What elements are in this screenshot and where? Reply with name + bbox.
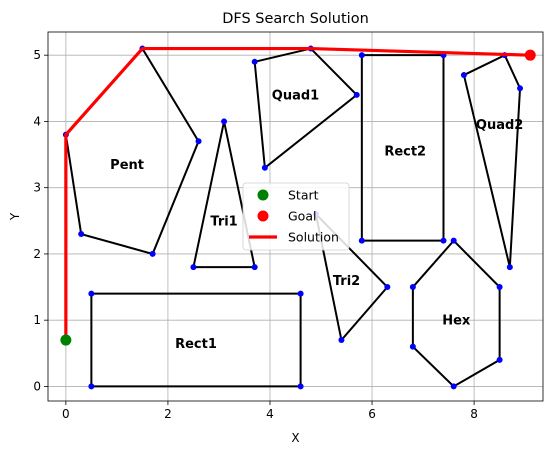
- y-tick-label: 0: [33, 379, 41, 393]
- y-axis-label: Y: [8, 212, 22, 221]
- obstacle-vertex: [338, 337, 345, 344]
- goal-marker: [524, 49, 536, 61]
- obstacle-vertex: [149, 250, 156, 257]
- obstacle-vertex: [353, 91, 360, 98]
- obstacle-vertex: [409, 284, 416, 291]
- ticks: 0 2 4 6 8 0 1 2 3 4 5: [33, 48, 478, 421]
- obstacle-vertex: [450, 237, 457, 244]
- obstacle-vertex: [450, 383, 457, 390]
- obstacle-label-tri2: Tri2: [333, 274, 360, 289]
- solution-path: [64, 46, 532, 342]
- solution-line: [64, 46, 532, 342]
- chart-title: DFS Search Solution: [222, 11, 369, 27]
- x-tick-label: 4: [266, 407, 274, 421]
- legend-solution-label: Solution: [288, 230, 339, 245]
- obstacle-vertex: [496, 284, 503, 291]
- x-axis-label: X: [291, 431, 299, 445]
- obstacle-quad2: [462, 53, 522, 268]
- obstacle-tri1: [192, 121, 256, 269]
- obstacle-label-rect2: Rect2: [384, 145, 426, 160]
- y-tick-label: 1: [33, 313, 41, 327]
- obstacle-vertex: [517, 85, 524, 92]
- obstacle-label-pent: Pent: [110, 158, 144, 173]
- legend-box: [242, 182, 350, 251]
- obstacle-label-quad1: Quad1: [272, 88, 319, 103]
- endpoints: [60, 49, 536, 346]
- obstacle-vertex: [88, 290, 95, 297]
- x-tick-label: 2: [164, 407, 172, 421]
- obstacle-vertex: [88, 383, 95, 390]
- obstacle-vertex: [190, 264, 197, 271]
- obstacle-labels: Pent Quad1 Tri1 Rect2 Quad2 Tri2 Hex Rect1: [110, 88, 523, 351]
- y-tick-label: 4: [33, 114, 41, 128]
- x-tick-label: 6: [368, 407, 376, 421]
- obstacle-tri2: [314, 211, 389, 343]
- legend: Start Goal Solution: [242, 182, 350, 251]
- obstacle-label-hex: Hex: [442, 314, 471, 329]
- obstacle-vertex: [384, 284, 391, 291]
- legend-goal-label: Goal: [288, 209, 316, 224]
- obstacle-vertex: [496, 356, 503, 363]
- obstacle-vertex: [261, 164, 268, 171]
- plot-frame: [47, 31, 544, 402]
- obstacle-label-rect1: Rect1: [175, 337, 217, 352]
- obstacle-vertex: [251, 58, 258, 65]
- y-tick-label: 3: [33, 181, 41, 195]
- x-tick-label: 8: [470, 407, 478, 421]
- obstacle-label-tri1: Tri1: [210, 214, 237, 229]
- obstacle-vertex: [358, 52, 365, 59]
- legend-start-swatch: [257, 189, 269, 201]
- obstacle-vertex: [297, 383, 304, 390]
- obstacle-vertex: [251, 264, 258, 271]
- obstacle-vertex: [195, 138, 202, 145]
- obstacle-vertex: [78, 231, 85, 238]
- x-tick-label: 0: [62, 407, 70, 421]
- obstacle-vertex: [440, 237, 447, 244]
- y-tick-label: 2: [33, 247, 41, 261]
- obstacle-vertex: [460, 72, 467, 79]
- obstacle-vertex: [409, 343, 416, 350]
- obstacle-vertex: [358, 237, 365, 244]
- obstacle-vertex: [221, 118, 228, 125]
- legend-goal-swatch: [257, 210, 269, 222]
- legend-start-label: Start: [288, 188, 319, 203]
- obstacle-vertex: [297, 290, 304, 297]
- obstacle-pent: [64, 46, 200, 256]
- y-tick-label: 5: [33, 48, 41, 62]
- obstacle-label-quad2: Quad2: [476, 118, 523, 133]
- start-marker: [60, 334, 72, 346]
- obstacle-vertex: [506, 264, 513, 271]
